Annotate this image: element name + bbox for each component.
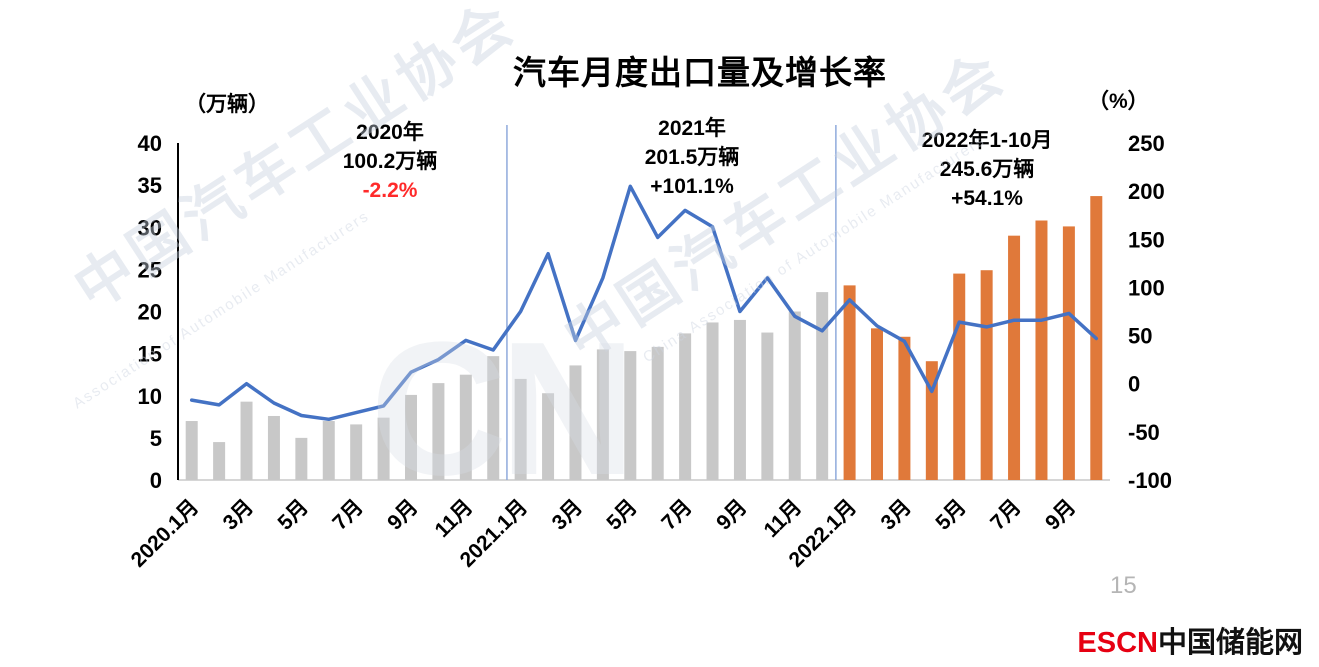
export-volume-bar	[185, 421, 198, 480]
x-axis-tick: 9月	[1041, 495, 1080, 534]
export-volume-bar	[514, 378, 527, 480]
export-volume-bar	[1062, 226, 1075, 480]
export-volume-bar	[596, 349, 609, 480]
annotation-2021-volume: 201.5万辆	[644, 146, 740, 169]
export-volume-bar	[322, 421, 335, 480]
x-axis-tick: 7月	[328, 495, 367, 534]
right-axis-tick: 50	[1128, 324, 1152, 349]
left-axis-tick: 40	[138, 131, 162, 156]
export-volume-bar	[405, 394, 417, 480]
annotation-2020: 2020年 100.2万辆 -2.2%	[295, 118, 485, 205]
annotation-2021-growth: +101.1%	[650, 175, 734, 198]
export-volume-bar	[432, 383, 445, 480]
chart-title: 汽车月度出口量及增长率	[513, 54, 887, 91]
export-volume-bar	[816, 292, 829, 480]
escn-logo: ESCN中国储能网	[1077, 619, 1303, 661]
left-axis-tick: 0	[150, 468, 162, 493]
export-volume-bar	[487, 356, 500, 480]
left-axis-tick: 25	[138, 257, 162, 282]
export-volume-bar	[267, 415, 280, 480]
x-axis-tick: 7月	[986, 495, 1025, 534]
export-volume-bar	[624, 351, 637, 480]
left-axis-tick: 5	[150, 426, 162, 451]
annotation-2022-growth: +54.1%	[951, 187, 1023, 210]
page-number: 15	[1110, 572, 1137, 599]
export-volume-bar	[240, 401, 253, 480]
export-volume-bar	[925, 361, 938, 480]
x-axis-tick: 7月	[657, 495, 696, 534]
left-axis-tick: 35	[138, 173, 162, 198]
x-axis-tick: 5月	[274, 495, 313, 534]
escn-site-name: 中国储能网	[1157, 627, 1303, 659]
x-axis-tick: 3月	[548, 495, 587, 534]
right-axis-tick: 100	[1128, 275, 1165, 300]
right-axis-unit-label: （%）	[1088, 90, 1149, 113]
x-axis-tick: 2020.1月	[127, 495, 204, 572]
x-axis-tick: 3月	[877, 495, 916, 534]
annotation-2022: 2022年1-10月 245.6万辆 +54.1%	[872, 126, 1102, 213]
annotation-2020-volume: 100.2万辆	[342, 150, 438, 173]
x-axis-tick: 3月	[219, 495, 258, 534]
annotation-2021-year: 2021年	[658, 117, 726, 140]
export-volume-bar	[213, 442, 226, 480]
export-volume-bar	[377, 417, 390, 480]
export-volume-bar	[459, 374, 472, 480]
export-volume-bar	[733, 319, 746, 480]
left-axis-tick: 30	[138, 215, 162, 240]
right-axis-tick: 250	[1128, 131, 1165, 156]
export-volume-bar	[761, 332, 774, 480]
export-volume-bar	[1008, 235, 1021, 480]
x-axis-tick: 5月	[602, 495, 641, 534]
right-axis-tick: -50	[1128, 420, 1160, 445]
x-axis-tick: 9月	[383, 495, 422, 534]
export-volume-bar	[843, 285, 856, 480]
export-volume-bar	[651, 346, 664, 480]
export-volume-bar	[953, 273, 966, 480]
right-axis-tick: 200	[1128, 179, 1165, 204]
annotation-2020-year: 2020年	[356, 121, 424, 144]
x-axis-tick: 11月	[759, 495, 806, 542]
right-axis-tick: 150	[1128, 227, 1165, 252]
left-axis-tick: 15	[138, 342, 162, 367]
annotation-2022-volume: 245.6万辆	[939, 158, 1035, 181]
annotation-2021: 2021年 201.5万辆 +101.1%	[592, 114, 792, 201]
export-volume-bar	[1035, 220, 1048, 480]
left-axis-tick: 20	[138, 300, 162, 325]
export-volume-bar	[542, 393, 555, 480]
right-axis-tick: 0	[1128, 372, 1140, 397]
export-volume-bar	[706, 322, 719, 480]
export-volume-bar	[898, 336, 911, 480]
export-volume-bar	[569, 365, 582, 480]
export-volume-bar	[871, 328, 883, 480]
x-axis-tick: 11月	[431, 495, 478, 542]
export-volume-bar	[788, 311, 801, 480]
right-axis-tick: -100	[1128, 468, 1172, 493]
x-axis-tick: 9月	[712, 495, 751, 534]
left-axis-unit-label: （万辆）	[185, 93, 269, 116]
export-volume-bar	[679, 333, 692, 480]
annotation-2022-year: 2022年1-10月	[921, 129, 1053, 152]
x-axis-tick: 5月	[931, 495, 970, 534]
left-axis-tick: 10	[138, 384, 162, 409]
export-volume-bar	[980, 270, 993, 480]
annotation-2020-growth: -2.2%	[362, 179, 418, 202]
export-volume-bar	[350, 424, 363, 480]
escn-logo-text: ESCN	[1077, 627, 1158, 659]
growth-rate-line	[189, 184, 1099, 422]
export-volume-bar	[295, 437, 308, 480]
